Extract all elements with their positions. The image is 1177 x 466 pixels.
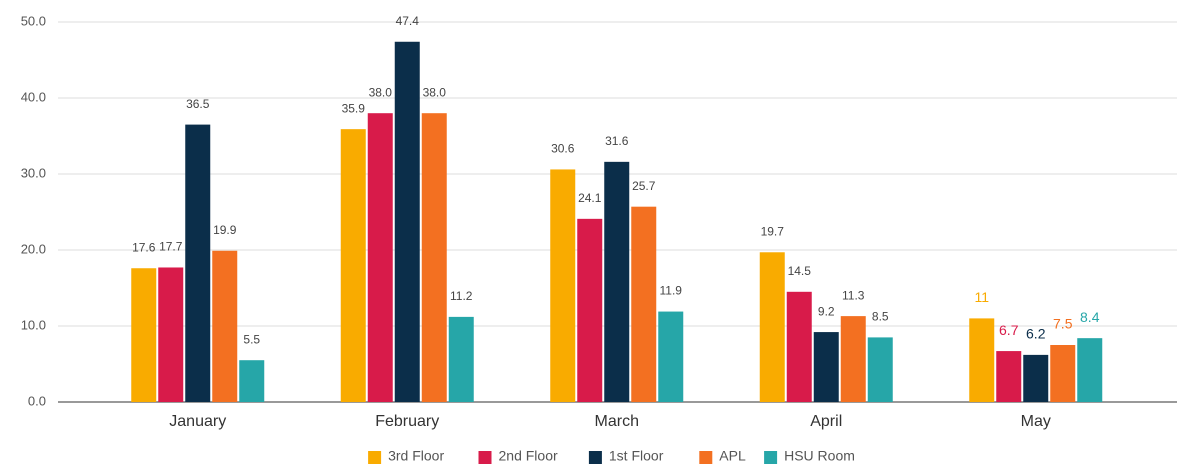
bar [813, 332, 839, 402]
bar [367, 113, 393, 402]
legend-swatch [764, 451, 778, 464]
bar [759, 252, 785, 402]
y-tick-label: 10.0 [21, 317, 46, 332]
bar [577, 218, 603, 402]
legend-swatch [368, 451, 382, 464]
bar [1077, 338, 1103, 402]
bar [867, 337, 893, 402]
y-tick-label: 20.0 [21, 241, 46, 256]
value-label: 24.1 [578, 191, 602, 205]
value-label: 5.5 [243, 332, 260, 346]
legend-label: APL [719, 448, 746, 464]
bar [1023, 354, 1049, 402]
bar [394, 41, 420, 402]
value-label: 6.7 [999, 322, 1019, 338]
y-tick-label: 50.0 [21, 13, 46, 28]
legend-label: 1st Floor [609, 448, 664, 464]
x-tick-label: January [169, 413, 226, 430]
value-label: 11 [974, 289, 989, 305]
value-label: 8.4 [1080, 309, 1100, 325]
value-label: 17.6 [132, 240, 156, 254]
y-tick-label: 0.0 [28, 393, 46, 408]
x-tick-label: May [1021, 413, 1051, 430]
bar [969, 318, 995, 402]
value-label: 6.2 [1026, 326, 1046, 342]
bar [840, 316, 866, 402]
value-label: 11.9 [660, 284, 683, 298]
value-label: 38.0 [369, 85, 393, 99]
x-tick-label: February [375, 413, 439, 430]
y-tick-label: 40.0 [21, 89, 46, 104]
legend-label: 3rd Floor [388, 448, 444, 464]
value-label: 11.3 [842, 288, 865, 302]
value-label: 35.9 [342, 101, 366, 115]
legend-label: HSU Room [784, 448, 855, 464]
bar [996, 351, 1022, 402]
value-label: 30.6 [551, 142, 575, 156]
bar [421, 113, 447, 402]
bar [212, 250, 238, 402]
bar [786, 291, 812, 402]
value-label: 8.5 [872, 310, 889, 324]
bar [1050, 345, 1076, 402]
value-label: 25.7 [632, 179, 656, 193]
value-label: 11.2 [450, 289, 473, 303]
legend-label: 2nd Floor [499, 448, 558, 464]
bar [631, 206, 657, 402]
bar [550, 169, 576, 402]
value-label: 17.7 [159, 240, 183, 254]
bar [658, 311, 684, 402]
legend-swatch [699, 451, 713, 464]
value-label: 19.9 [213, 223, 237, 237]
bar [131, 268, 157, 402]
x-tick-label: March [595, 413, 639, 430]
value-label: 9.2 [818, 304, 835, 318]
bar [340, 129, 366, 402]
bar [239, 360, 265, 402]
bar [448, 316, 474, 402]
legend-swatch [588, 451, 602, 464]
value-label: 7.5 [1053, 316, 1073, 332]
legend-swatch [478, 451, 492, 464]
value-label: 19.7 [761, 224, 785, 238]
x-tick-label: April [810, 413, 842, 430]
bar [158, 267, 184, 402]
bar [604, 161, 630, 402]
value-label: 14.5 [788, 264, 812, 278]
value-label: 47.4 [396, 14, 420, 28]
value-label: 36.5 [186, 97, 210, 111]
bar [185, 124, 211, 402]
value-label: 38.0 [423, 85, 447, 99]
value-label: 31.6 [605, 134, 629, 148]
y-tick-label: 30.0 [21, 165, 46, 180]
